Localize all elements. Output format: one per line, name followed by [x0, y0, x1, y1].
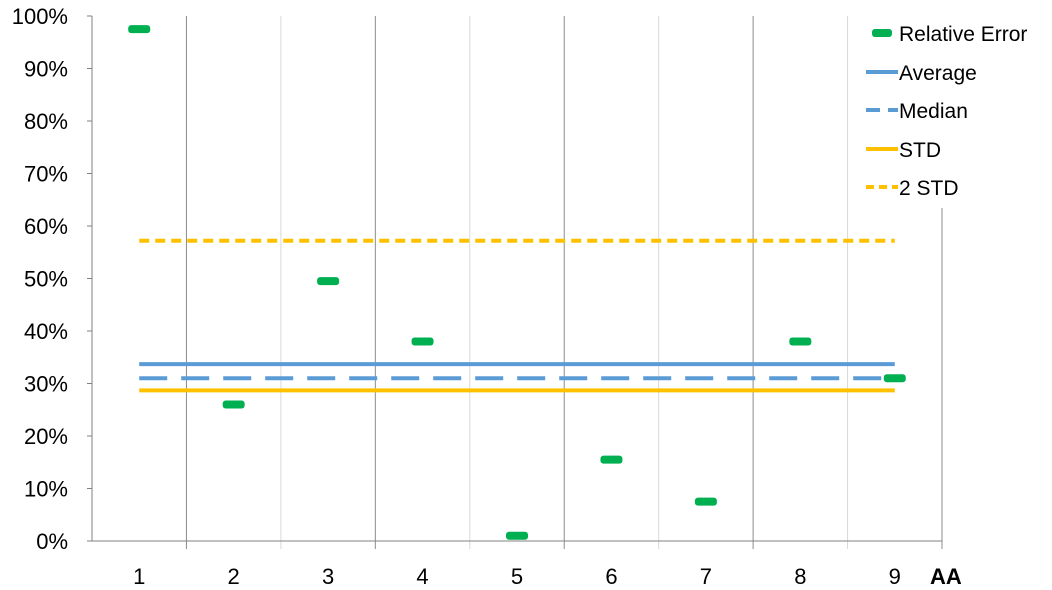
y-tick-label: 90% — [24, 57, 68, 82]
x-tick-label: 9 — [889, 564, 901, 589]
legend-label: Average — [899, 62, 977, 85]
x-axis-title: AA — [930, 564, 962, 589]
data-point — [411, 337, 434, 346]
y-tick-label: 60% — [24, 214, 68, 239]
x-tick-label: 5 — [511, 564, 523, 589]
axes: 0% 10% 20% 30% 40% 50% 60% 70% 80% 90% 100% 1 2 3 4 5 6 7… — [12, 4, 942, 589]
x-tick-label: 3 — [322, 564, 334, 589]
y-tick-label: 50% — [24, 267, 68, 292]
data-point — [883, 374, 906, 383]
legend: Relative Error Average Median STD 2 STD — [862, 8, 1052, 208]
x-tick-label: 2 — [228, 564, 240, 589]
y-tick-label: 100% — [12, 4, 68, 29]
x-tick-label: 6 — [605, 564, 617, 589]
data-point — [128, 25, 151, 34]
legend-marker — [872, 29, 892, 37]
data-point — [317, 277, 340, 286]
data-point — [600, 455, 623, 464]
data-point — [222, 400, 245, 409]
y-tick-label: 0% — [36, 529, 68, 554]
y-tick-label: 20% — [24, 424, 68, 449]
y-tick-label: 30% — [24, 372, 68, 397]
x-tick-label: 8 — [794, 564, 806, 589]
legend-label: Median — [899, 100, 968, 123]
legend-label: 2 STD — [899, 177, 959, 200]
series — [128, 25, 906, 540]
grid — [185, 16, 943, 549]
x-tick-label: 4 — [416, 564, 428, 589]
y-tick-label: 80% — [24, 109, 68, 134]
y-tick-label: 40% — [24, 319, 68, 344]
x-tick-label: 1 — [133, 564, 145, 589]
data-point — [694, 497, 717, 506]
y-tick-label: 10% — [24, 477, 68, 502]
legend-label: STD — [899, 139, 941, 162]
x-tick-label: 7 — [700, 564, 712, 589]
legend-label: Relative Error — [899, 23, 1027, 46]
data-point — [506, 531, 528, 540]
y-tick-label: 70% — [24, 162, 68, 187]
data-point — [789, 337, 812, 346]
